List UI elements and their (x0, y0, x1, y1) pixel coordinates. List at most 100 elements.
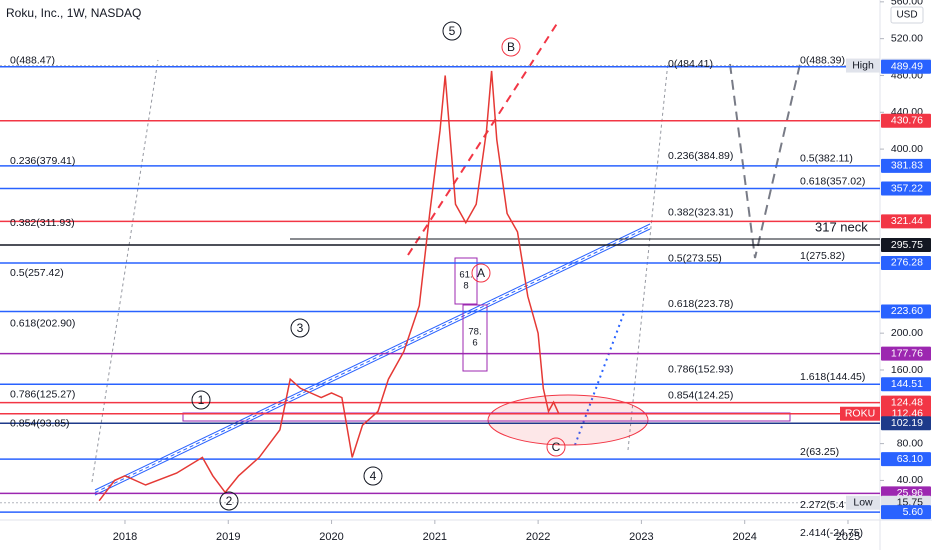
price-badge-label: 357.22 (891, 182, 923, 194)
wave-circle (501, 37, 521, 57)
wave-label: B (507, 40, 515, 54)
price-badge (881, 255, 931, 270)
price-badge-label: 223.60 (891, 305, 923, 317)
wave-circle (290, 318, 310, 338)
y-tick-label: 80.00 (897, 437, 923, 449)
fib-label: 0.618(202.90) (10, 317, 75, 329)
price-badge (881, 238, 931, 253)
fib-label: 0(488.39) (800, 55, 845, 67)
fib-label: 0.236(384.89) (668, 150, 733, 162)
badge-tag (846, 495, 880, 510)
price-badge (881, 181, 931, 196)
wave-circle (219, 491, 239, 511)
channel-mid (94, 226, 651, 493)
currency-box (890, 6, 924, 24)
badge-tag-label: High (852, 59, 874, 71)
annotation: 317 neck (815, 219, 868, 234)
x-tick-label: 2021 (423, 531, 447, 543)
wave-circle (471, 263, 491, 283)
price-badge-label: 144.51 (891, 378, 923, 390)
price-badge (881, 214, 931, 229)
chart-title: Roku, Inc., 1W, NASDAQ (6, 6, 141, 20)
symbol-badge (840, 406, 880, 421)
fib-label: 0.382(311.93) (10, 217, 75, 229)
fib-box (462, 304, 488, 372)
wave-label: 4 (370, 469, 377, 483)
fib-label: 0.786(152.93) (668, 363, 733, 375)
fib-label: 0.854(93.85) (10, 418, 70, 430)
symbol-badge-label: ROKU (845, 408, 875, 420)
x-tick-label: 2022 (526, 531, 550, 543)
fib-label: 0.5(273.55) (668, 252, 722, 264)
price-badge-label: 381.83 (891, 160, 923, 172)
channel-line (94, 228, 651, 496)
x-tick-label: 2023 (629, 531, 653, 543)
price-badge (881, 158, 931, 173)
price-badge (881, 304, 931, 319)
price-badge-label: 177.76 (891, 347, 923, 359)
box-label: 61. (459, 270, 472, 281)
price-badge (881, 113, 931, 128)
price-badge-label: 102.19 (891, 417, 923, 429)
box-label: 6 (472, 338, 477, 349)
y-tick-label: 400.00 (891, 143, 923, 155)
fib-label: 2(63.25) (800, 446, 839, 458)
channel-line (94, 223, 651, 491)
fib-label: 0.786(125.27) (10, 389, 75, 401)
wave-circle (363, 466, 383, 486)
wave-circle (546, 437, 566, 457)
price-badge (881, 452, 931, 467)
price-badge (881, 505, 931, 520)
wave-label: 5 (449, 24, 456, 38)
x-tick-label: 2020 (319, 531, 343, 543)
fib-label: 0(484.41) (668, 58, 713, 70)
badge-tag-label: Low (853, 497, 873, 509)
wave-circle (442, 21, 462, 41)
y-tick-label: 520.00 (891, 32, 923, 44)
price-badge-label: 124.48 (891, 396, 923, 408)
x-tick-label: 2025 (836, 531, 860, 543)
price-badge (881, 346, 931, 361)
drawings (91, 21, 880, 496)
badge-tag (846, 58, 880, 73)
wave-circle (191, 390, 211, 410)
price-badge-label: 430.76 (891, 115, 923, 127)
price-badge (881, 416, 931, 431)
price-badge-label: 295.75 (891, 239, 923, 251)
trend-guide (91, 59, 159, 483)
x-tick-label: 2024 (732, 531, 756, 543)
price-badge (881, 59, 931, 74)
fib-label: 0(488.47) (10, 54, 55, 66)
fib-label: 0.5(257.42) (10, 267, 64, 279)
fib-label: 1.618(144.45) (800, 371, 865, 383)
price-badge-label: 63.10 (897, 453, 923, 465)
wave-label: 3 (297, 321, 304, 335)
price-badge-label: 489.49 (891, 61, 923, 73)
wave-label: C (552, 440, 561, 454)
wave-label: 1 (198, 393, 205, 407)
price-badge-label: 276.28 (891, 257, 923, 269)
x-tick-label: 2019 (216, 531, 240, 543)
wave-label: A (477, 266, 485, 280)
fib-label: 0.382(323.31) (668, 206, 733, 218)
price-badge-label: 5.60 (903, 506, 924, 518)
price-line (98, 70, 560, 502)
y-tick-label: 40.00 (897, 474, 923, 486)
fib-label: 0.236(379.41) (10, 155, 75, 167)
fib-label: 2.272(5.4 (800, 499, 845, 511)
fib-label: 1(275.82) (800, 250, 845, 262)
y-tick-label: 200.00 (891, 327, 923, 339)
price-badge-label: 321.44 (891, 215, 923, 227)
y-tick-label: 160.00 (891, 364, 923, 376)
price-badge (881, 395, 931, 410)
price-badge (881, 377, 931, 392)
y-tick-label: 560.00 (891, 0, 923, 8)
projection (729, 63, 801, 259)
fib-label: 0.5(382.11) (800, 152, 853, 164)
wave-label: 2 (226, 494, 233, 508)
trend-guide (627, 61, 669, 451)
fib-label: 0.854(124.25) (668, 390, 733, 402)
currency: USD (896, 10, 917, 21)
